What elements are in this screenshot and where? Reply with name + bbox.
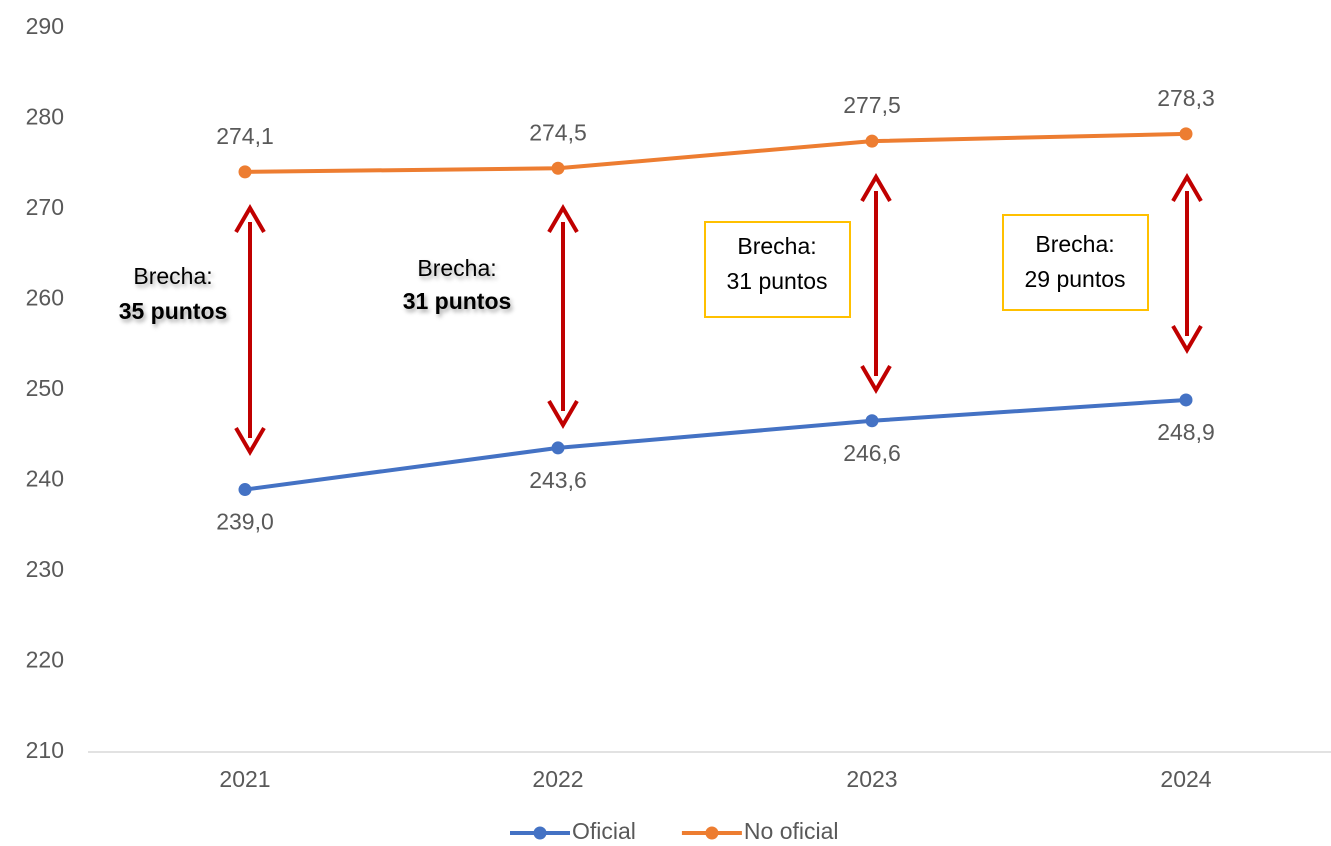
y-tick-label: 230 — [26, 556, 64, 582]
arrow-head — [1171, 173, 1203, 203]
annotation-line: 31 puntos — [403, 288, 512, 314]
annotation-box — [1002, 214, 1149, 311]
data-label: 246,6 — [843, 440, 901, 466]
series-line — [244, 397, 1187, 492]
arrow-head — [860, 173, 892, 203]
arrow-head — [547, 399, 579, 429]
data-point — [865, 134, 879, 148]
annotation-line: Brecha: — [737, 233, 816, 259]
data-point — [238, 165, 252, 179]
y-tick-label: 210 — [26, 737, 64, 763]
y-tick-label: 280 — [26, 104, 64, 130]
y-tick-label: 270 — [26, 194, 64, 220]
y-tick-label: 260 — [26, 285, 64, 311]
data-point — [551, 441, 565, 455]
data-label: 278,3 — [1157, 85, 1215, 111]
annotation-line: Brecha: — [1035, 231, 1114, 257]
legend-marker — [533, 826, 547, 840]
annotation-line: Brecha: — [133, 263, 212, 289]
arrow-head — [547, 204, 579, 234]
y-tick-label: 290 — [26, 13, 64, 39]
x-tick-label: 2024 — [1160, 766, 1211, 792]
y-tick-label: 250 — [26, 375, 64, 401]
data-label: 274,1 — [216, 123, 274, 149]
legend-marker — [705, 826, 719, 840]
data-label: 277,5 — [843, 92, 901, 118]
legend-label: Oficial — [572, 818, 636, 844]
annotation-line: 29 puntos — [1024, 266, 1125, 292]
x-tick-label: 2022 — [532, 766, 583, 792]
arrow-head — [860, 364, 892, 394]
y-tick-label: 220 — [26, 647, 64, 673]
y-tick-label: 240 — [26, 466, 64, 492]
annotation-box — [704, 221, 851, 318]
data-point — [551, 161, 565, 175]
data-point — [238, 483, 252, 497]
arrow-head — [1171, 324, 1203, 354]
data-label: 274,5 — [529, 119, 587, 145]
data-point — [1179, 127, 1193, 141]
data-point — [865, 414, 879, 428]
annotation-line: Brecha: — [417, 255, 496, 281]
x-tick-label: 2023 — [846, 766, 897, 792]
x-tick-label: 2021 — [219, 766, 270, 792]
arrow-head — [234, 204, 266, 234]
arrow-head — [234, 426, 266, 456]
data-label: 239,0 — [216, 509, 274, 535]
series-line — [244, 131, 1187, 174]
legend-label: No oficial — [744, 818, 839, 844]
data-label: 248,9 — [1157, 419, 1215, 445]
annotation-line: 31 puntos — [726, 268, 827, 294]
data-point — [1179, 393, 1193, 407]
annotation-line: 35 puntos — [119, 298, 228, 324]
data-label: 243,6 — [529, 467, 587, 493]
